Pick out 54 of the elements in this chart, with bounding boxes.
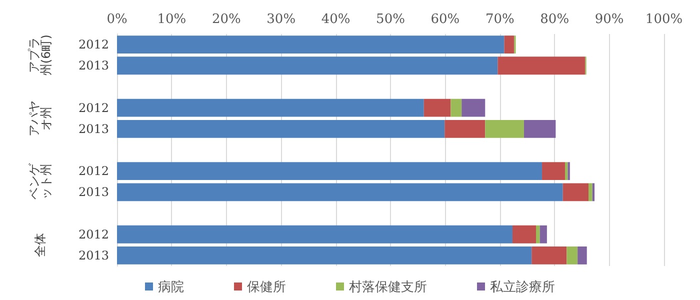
bar [564,162,568,180]
bar [540,225,547,244]
bar [117,36,504,54]
bar [592,183,595,202]
bar [542,162,565,180]
bar [504,36,514,54]
bar [512,225,536,244]
bar [444,120,486,138]
bar [424,98,451,117]
bar [117,120,445,138]
bar [117,98,424,117]
x-tick-label: 100% [645,12,683,27]
x-tick-label: 90% [594,12,624,27]
y-tick-label: 2012 [78,164,109,178]
x-tick-label: 70% [485,12,514,27]
bar [117,56,498,75]
bar [566,246,578,264]
bar [536,225,540,244]
legend-label: 私立診療所 [490,279,555,294]
legend-label: 保健所 [247,279,286,294]
bar [485,120,524,138]
bar [578,246,587,264]
text: アプラ州(6町) [27,34,53,76]
x-tick-label: 50% [376,12,405,27]
bar [562,183,589,202]
bar [524,120,556,138]
legend-label: 村落保健支所 [348,279,427,294]
bar [462,98,486,117]
x-tick-label: 20% [212,12,241,27]
x-tick-label: 40% [321,12,350,27]
x-tick-label: 0% [106,12,128,27]
bar [117,246,532,264]
text: ベンゲット州 [27,162,53,200]
x-tick-label: 80% [540,12,570,27]
y-tick-label: 2013 [78,248,109,262]
y-tick-label: 2012 [78,38,109,52]
x-tick-label: 60% [430,12,460,27]
bar [117,162,542,180]
y-tick-label: 2012 [78,227,109,242]
bar [588,183,592,202]
x-tick-label: 10% [157,12,186,27]
bar [117,183,563,202]
legend-label: 病院 [158,279,184,294]
y-tick-label: 2013 [78,185,109,200]
bar [498,56,586,75]
bar [117,225,512,244]
x-tick-label: 30% [266,12,296,27]
text: アパヤオ州 [27,100,53,136]
y-tick-label: 2012 [78,100,109,115]
bar [532,246,567,264]
y-tick-label: 2013 [78,58,109,73]
y-tick-label: 2013 [78,122,109,136]
text: 全体 [33,232,47,257]
bar [450,98,462,117]
